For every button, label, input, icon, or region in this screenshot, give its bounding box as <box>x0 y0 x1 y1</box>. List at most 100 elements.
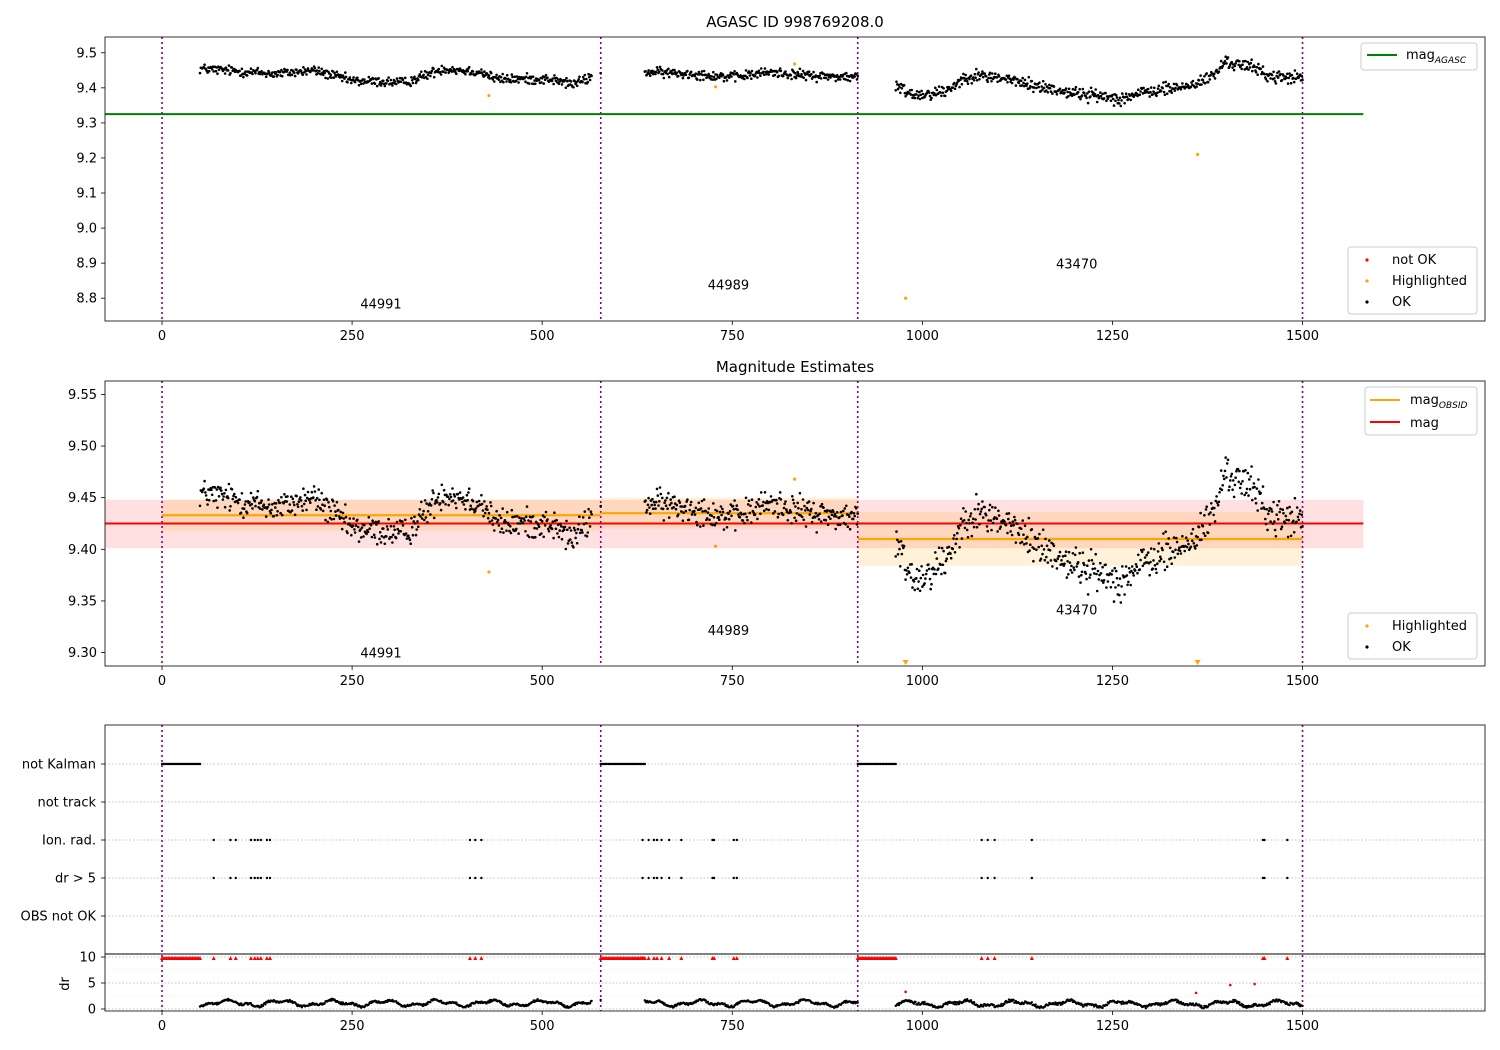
dr-gt5-flag <box>249 876 253 880</box>
ok-point <box>1172 82 1176 86</box>
ok-point <box>1042 86 1046 90</box>
ok-point <box>988 503 992 507</box>
ok-point <box>894 89 897 92</box>
ok-point <box>356 76 359 80</box>
ok-point <box>1111 93 1114 97</box>
ok-point <box>526 534 529 537</box>
ok-point <box>395 520 399 524</box>
ion-rad-flag <box>468 838 472 842</box>
ok-point <box>238 69 241 73</box>
x-tick-label: 0 <box>158 674 166 689</box>
ok-point <box>1272 70 1275 74</box>
ok-point <box>1045 544 1049 548</box>
dr-clipped-marker <box>258 956 263 960</box>
ok-point <box>248 501 251 504</box>
ok-point <box>1228 65 1231 68</box>
ok-point <box>1230 60 1234 64</box>
ok-point <box>683 504 687 508</box>
x-tick-label: 0 <box>158 329 166 344</box>
ok-point <box>1005 74 1009 78</box>
ok-point <box>391 541 394 544</box>
ok-point <box>255 495 259 499</box>
ok-point <box>769 495 773 498</box>
ok-point <box>411 81 415 85</box>
ok-point <box>315 508 318 512</box>
ok-point <box>1207 512 1211 516</box>
ok-point <box>1022 84 1026 88</box>
ok-point <box>505 73 509 77</box>
ok-point <box>918 90 921 94</box>
ok-point <box>363 523 366 527</box>
ok-point <box>540 81 543 84</box>
ok-point <box>447 71 451 75</box>
ok-point <box>802 518 805 522</box>
ok-point <box>272 75 276 78</box>
ok-point <box>286 495 289 498</box>
ok-point <box>1290 73 1294 77</box>
dr-gt5-flag <box>212 876 215 880</box>
dr-gt5-flag <box>655 876 659 880</box>
ok-point <box>826 523 830 526</box>
ok-point <box>694 72 698 75</box>
ok-point <box>995 517 999 520</box>
ok-point <box>896 538 899 542</box>
ok-point <box>505 80 508 83</box>
ok-point <box>293 513 297 517</box>
ok-point <box>812 501 815 505</box>
ok-point <box>790 522 793 525</box>
ok-point <box>707 507 710 510</box>
ok-point <box>546 518 549 521</box>
ok-point <box>239 511 243 515</box>
ok-point <box>1029 85 1032 88</box>
ok-point <box>502 80 505 84</box>
ok-point <box>987 76 990 80</box>
ok-point <box>1124 92 1128 95</box>
ion-rad-flag <box>735 838 739 842</box>
ok-point <box>759 512 762 516</box>
ok-point <box>798 491 802 495</box>
ok-point <box>661 507 665 511</box>
ok-point <box>977 502 980 506</box>
ok-point <box>1181 534 1184 538</box>
ok-point <box>243 503 247 506</box>
ok-point <box>431 489 435 492</box>
ok-point <box>921 92 925 96</box>
ok-point <box>658 486 662 489</box>
ok-point <box>404 518 407 522</box>
ok-point <box>654 500 658 504</box>
ok-point <box>1063 562 1066 566</box>
ok-point <box>1129 583 1132 587</box>
ion-rad-flag <box>474 838 477 842</box>
ok-point <box>1263 507 1266 511</box>
ok-point <box>731 504 735 508</box>
dr-clipped-marker <box>651 956 656 960</box>
ok-point <box>1104 91 1107 95</box>
ok-point <box>1213 72 1216 76</box>
ok-point <box>1039 557 1043 561</box>
ok-point <box>465 493 469 497</box>
ok-point <box>939 563 942 566</box>
ok-point <box>748 511 752 515</box>
ok-point <box>389 524 393 528</box>
dr-clipped-marker <box>640 956 645 960</box>
ok-point <box>1110 573 1113 576</box>
ok-point <box>1245 487 1249 491</box>
ok-point <box>956 81 959 84</box>
dr-clipped-marker <box>992 956 997 960</box>
ok-point <box>422 509 425 513</box>
ok-point <box>930 96 933 100</box>
ok-point <box>312 69 315 72</box>
ok-point <box>800 507 803 511</box>
ok-point <box>379 84 383 87</box>
highlighted-point <box>793 477 797 481</box>
y-tick-label: 9.5 <box>76 46 97 61</box>
ok-point <box>850 73 853 77</box>
ok-point <box>378 531 382 534</box>
ok-point <box>1077 95 1081 99</box>
ok-point <box>920 565 923 568</box>
ok-point <box>1285 518 1288 522</box>
ok-point <box>544 73 548 77</box>
y-tick-label: 9.0 <box>76 222 97 237</box>
dr-clipped-marker <box>1262 956 1267 960</box>
ok-point <box>801 498 805 501</box>
